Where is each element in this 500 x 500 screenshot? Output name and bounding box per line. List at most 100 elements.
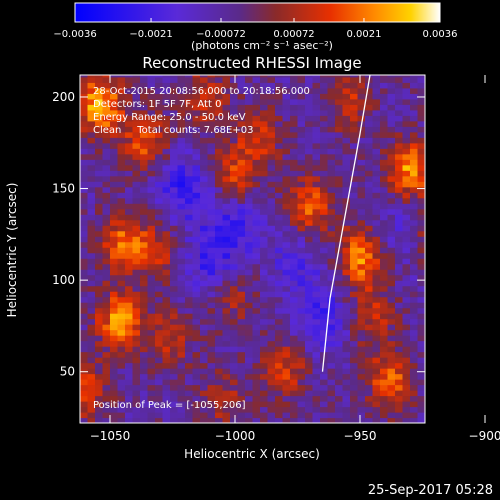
heatmap-cell bbox=[395, 291, 404, 298]
heatmap-cell bbox=[365, 126, 374, 133]
heatmap-cell bbox=[230, 104, 239, 111]
heatmap-cell bbox=[410, 236, 419, 243]
heatmap-cell bbox=[335, 203, 344, 210]
heatmap-cell bbox=[245, 214, 254, 221]
heatmap-cell bbox=[192, 395, 201, 402]
heatmap-cell bbox=[237, 164, 246, 171]
heatmap-cell bbox=[290, 269, 299, 276]
heatmap-cell bbox=[177, 142, 186, 149]
heatmap-cell bbox=[222, 104, 231, 111]
heatmap-cell bbox=[342, 142, 351, 149]
heatmap-cell bbox=[185, 120, 194, 127]
heatmap-cell bbox=[252, 296, 261, 303]
heatmap-cell bbox=[87, 109, 96, 116]
heatmap-cell bbox=[312, 175, 321, 182]
heatmap-cell bbox=[365, 252, 374, 259]
heatmap-cell bbox=[402, 263, 411, 270]
heatmap-cell bbox=[267, 159, 276, 166]
heatmap-cell bbox=[170, 159, 179, 166]
heatmap-cell bbox=[215, 263, 224, 270]
heatmap-cell bbox=[402, 109, 411, 116]
heatmap-cell bbox=[87, 412, 96, 419]
heatmap-cell bbox=[155, 329, 164, 336]
heatmap-cell bbox=[305, 93, 314, 100]
heatmap-cell bbox=[140, 120, 149, 127]
heatmap-cell bbox=[342, 379, 351, 386]
heatmap-cell bbox=[192, 340, 201, 347]
heatmap-cell bbox=[267, 181, 276, 188]
heatmap-cell bbox=[417, 115, 425, 122]
heatmap-cell bbox=[342, 192, 351, 199]
heatmap-cell bbox=[162, 291, 171, 298]
heatmap-cell bbox=[260, 401, 269, 408]
heatmap-cell bbox=[305, 269, 314, 276]
heatmap-cell bbox=[290, 93, 299, 100]
heatmap-cell bbox=[170, 82, 179, 89]
heatmap-cell bbox=[170, 203, 179, 210]
heatmap-cell bbox=[260, 395, 269, 402]
heatmap-cell bbox=[357, 115, 366, 122]
heatmap-cell bbox=[372, 170, 381, 177]
heatmap-cell bbox=[410, 351, 419, 358]
heatmap-cell bbox=[237, 148, 246, 155]
heatmap-cell bbox=[237, 296, 246, 303]
heatmap-cell bbox=[372, 296, 381, 303]
heatmap-cell bbox=[207, 153, 216, 160]
heatmap-cell bbox=[155, 368, 164, 375]
heatmap-cell bbox=[365, 87, 374, 94]
heatmap-cell bbox=[350, 175, 359, 182]
heatmap-cell bbox=[267, 274, 276, 281]
heatmap-cell bbox=[365, 186, 374, 193]
heatmap-cell bbox=[155, 137, 164, 144]
heatmap-cell bbox=[290, 346, 299, 353]
heatmap-cell bbox=[410, 373, 419, 380]
heatmap-cell bbox=[170, 307, 179, 314]
heatmap-cell bbox=[155, 296, 164, 303]
heatmap-cell bbox=[342, 93, 351, 100]
heatmap-cell bbox=[207, 258, 216, 265]
heatmap-cell bbox=[387, 186, 396, 193]
heatmap-cell bbox=[372, 153, 381, 160]
heatmap-cell bbox=[207, 208, 216, 215]
heatmap-cell bbox=[192, 296, 201, 303]
heatmap-cell bbox=[245, 324, 254, 331]
heatmap-cell bbox=[147, 76, 156, 83]
heatmap-cell bbox=[222, 357, 231, 364]
heatmap-cell bbox=[410, 214, 419, 221]
heatmap-cell bbox=[237, 412, 246, 419]
heatmap-cell bbox=[245, 76, 254, 83]
heatmap-cell bbox=[192, 87, 201, 94]
heatmap-cell bbox=[297, 412, 306, 419]
heatmap-cell bbox=[335, 313, 344, 320]
heatmap-cell bbox=[162, 324, 171, 331]
heatmap-cell bbox=[185, 417, 194, 423]
heatmap-cell bbox=[132, 153, 141, 160]
heatmap-cell bbox=[395, 104, 404, 111]
heatmap-cell bbox=[80, 417, 89, 423]
heatmap-cell bbox=[110, 120, 119, 127]
heatmap-cell bbox=[80, 395, 89, 402]
heatmap-cell bbox=[192, 379, 201, 386]
heatmap-cell bbox=[297, 373, 306, 380]
heatmap-cell bbox=[207, 269, 216, 276]
heatmap-cell bbox=[177, 280, 186, 287]
heatmap-cell bbox=[200, 175, 209, 182]
heatmap-cell bbox=[327, 186, 336, 193]
heatmap-cell bbox=[207, 76, 216, 83]
heatmap-cell bbox=[410, 335, 419, 342]
heatmap-cell bbox=[132, 241, 141, 248]
heatmap-cell bbox=[102, 214, 111, 221]
heatmap-cell bbox=[297, 153, 306, 160]
heatmap-cell bbox=[327, 126, 336, 133]
heatmap-cell bbox=[312, 329, 321, 336]
heatmap-cell bbox=[395, 153, 404, 160]
heatmap-cell bbox=[312, 340, 321, 347]
heatmap-cell bbox=[297, 126, 306, 133]
heatmap-cell bbox=[327, 307, 336, 314]
heatmap-cell bbox=[80, 75, 89, 78]
heatmap-cell bbox=[327, 362, 336, 369]
heatmap-cell bbox=[102, 258, 111, 265]
heatmap-cell bbox=[372, 318, 381, 325]
heatmap-cell bbox=[290, 236, 299, 243]
heatmap-cell bbox=[312, 362, 321, 369]
